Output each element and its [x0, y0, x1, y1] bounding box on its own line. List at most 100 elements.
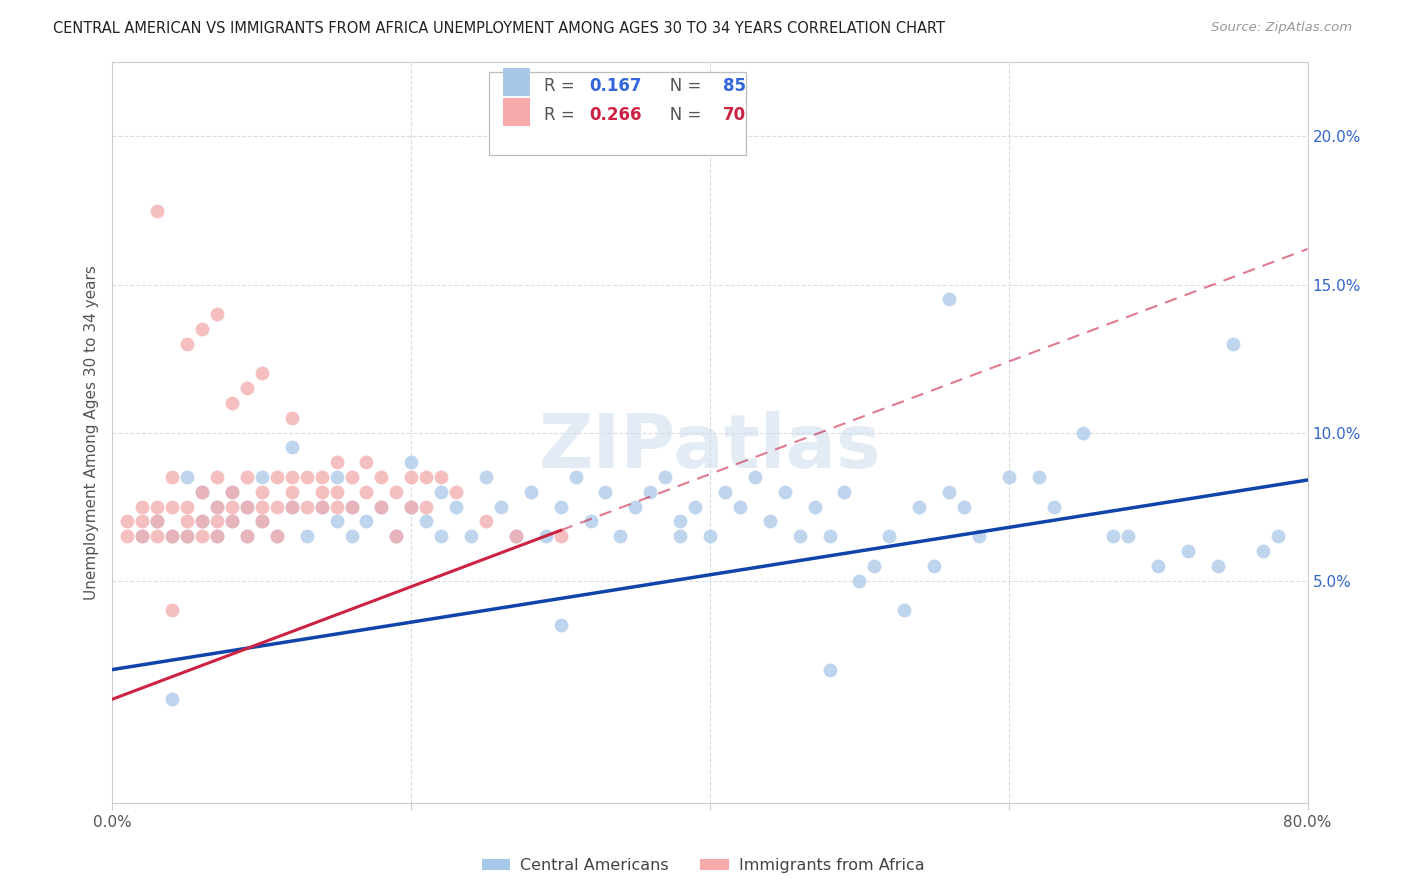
Point [879, 529, 901, 543]
Point [489, 500, 512, 514]
Point [162, 470, 183, 484]
Point [789, 529, 811, 543]
Point [131, 500, 153, 514]
Point [430, 529, 453, 543]
Point [534, 529, 557, 543]
Point [624, 500, 647, 514]
Point [340, 500, 363, 514]
Text: 0.167: 0.167 [589, 77, 641, 95]
Point [205, 500, 228, 514]
Point [595, 484, 617, 499]
Point [475, 470, 498, 484]
Point [325, 500, 347, 514]
Point [162, 500, 183, 514]
Point [669, 515, 692, 529]
Point [266, 470, 288, 484]
Y-axis label: Unemployment Among Ages 30 to 34 years: Unemployment Among Ages 30 to 34 years [83, 265, 98, 600]
Point [205, 529, 228, 543]
Point [385, 529, 408, 543]
Point [281, 470, 304, 484]
Point [370, 500, 392, 514]
Point [967, 529, 990, 543]
Point [146, 515, 169, 529]
Point [295, 500, 318, 514]
Point [221, 515, 243, 529]
Bar [489, 72, 747, 155]
Point [415, 515, 437, 529]
Point [415, 500, 437, 514]
Point [1028, 470, 1050, 484]
Point [281, 410, 304, 425]
Point [236, 529, 259, 543]
Point [683, 500, 706, 514]
Text: 85: 85 [723, 77, 747, 95]
Point [938, 293, 960, 307]
Point [311, 470, 333, 484]
Text: R =: R = [544, 106, 579, 124]
Point [863, 558, 886, 573]
Point [146, 203, 169, 218]
Point [162, 603, 183, 617]
Point [266, 529, 288, 543]
Point [311, 484, 333, 499]
Bar [503, 69, 530, 96]
Point [162, 529, 183, 543]
Point [1267, 529, 1289, 543]
Point [908, 500, 931, 514]
Point [1177, 544, 1199, 558]
Point [579, 515, 602, 529]
Point [444, 484, 467, 499]
Point [401, 470, 423, 484]
Point [176, 529, 198, 543]
Point [266, 529, 288, 543]
Point [803, 500, 825, 514]
Point [669, 529, 692, 543]
Point [325, 484, 347, 499]
Point [356, 484, 378, 499]
Point [356, 455, 378, 469]
Point [834, 484, 856, 499]
Point [370, 500, 392, 514]
Point [221, 515, 243, 529]
Point [759, 515, 782, 529]
Point [191, 322, 214, 336]
Point [998, 470, 1021, 484]
Point [146, 529, 169, 543]
Point [550, 618, 572, 632]
Point [401, 500, 423, 514]
Text: CENTRAL AMERICAN VS IMMIGRANTS FROM AFRICA UNEMPLOYMENT AMONG AGES 30 TO 34 YEAR: CENTRAL AMERICAN VS IMMIGRANTS FROM AFRI… [53, 21, 945, 36]
Point [236, 500, 259, 514]
Text: 0.266: 0.266 [589, 106, 641, 124]
Point [654, 470, 676, 484]
Point [131, 529, 153, 543]
Point [953, 500, 976, 514]
Point [131, 515, 153, 529]
Point [818, 663, 841, 677]
Point [340, 500, 363, 514]
Point [205, 307, 228, 321]
Point [281, 500, 304, 514]
Point [564, 470, 586, 484]
Point [340, 470, 363, 484]
Point [117, 529, 139, 543]
Point [1042, 500, 1064, 514]
Point [370, 470, 392, 484]
Point [699, 529, 721, 543]
Point [728, 500, 751, 514]
Text: ZIPatlas: ZIPatlas [538, 411, 882, 484]
Point [221, 484, 243, 499]
Point [1102, 529, 1125, 543]
Point [176, 500, 198, 514]
Point [236, 529, 259, 543]
Point [938, 484, 960, 499]
Point [385, 484, 408, 499]
Point [162, 529, 183, 543]
Point [176, 529, 198, 543]
Text: N =: N = [654, 77, 706, 95]
Point [415, 470, 437, 484]
Point [1206, 558, 1229, 573]
Point [250, 484, 273, 499]
Point [146, 500, 169, 514]
Point [401, 455, 423, 469]
Point [266, 500, 288, 514]
